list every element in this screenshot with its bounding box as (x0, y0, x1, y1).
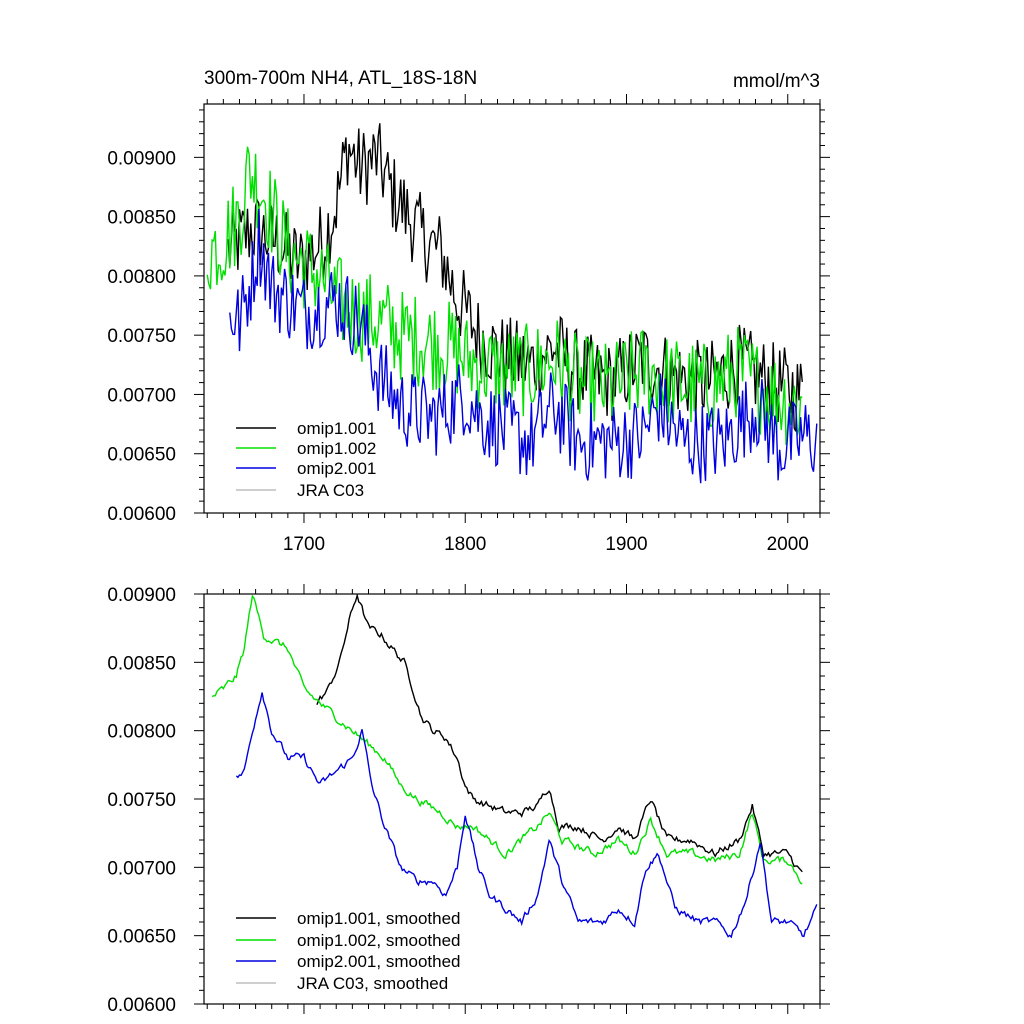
legend-label-jra-c03-smoothed: JRA C03, smoothed (297, 974, 448, 993)
legend-label-omip1-001-smoothed: omip1.001, smoothed (297, 909, 461, 928)
y-tick-label: 0.00650 (107, 927, 176, 948)
series-line-omip1_002 (211, 594, 803, 885)
legend-label-omip1-001: omip1.001 (297, 419, 376, 438)
legend-label-omip2-001: omip2.001 (297, 459, 376, 478)
top-plot-panel: 1700 1800 1900 2000 0.00600 0.00650 0.00700 0.0… (107, 94, 830, 555)
x-tick-label: 1700 (283, 534, 325, 555)
y-tick-label: 0.00800 (107, 722, 176, 743)
y-tick-label: 0.00600 (107, 995, 176, 1016)
y-tick-label: 0.00700 (107, 385, 176, 406)
series-line-omip1_002 (206, 146, 803, 446)
x-tick-label: 1800 (444, 534, 486, 555)
top-chart-units: mmol/m^3 (733, 71, 820, 92)
y-tick-label: 0.00700 (107, 858, 176, 879)
series-line-omip2_001 (235, 692, 818, 939)
series-line-omip1_001 (227, 123, 803, 432)
y-tick-label: 0.00650 (107, 445, 176, 466)
y-tick-label: 0.00900 (107, 585, 176, 606)
y-tick-label: 0.00850 (107, 653, 176, 674)
top-chart-title: 300m-700m NH4, ATL_18S-18N (204, 68, 477, 89)
y-tick-label: 0.00900 (107, 148, 176, 169)
legend-label-omip1-002-smoothed: omip1.002, smoothed (297, 931, 461, 950)
bottom-plot-panel: 0.00600 0.00650 0.00700 0.00750 0.00800 0.008… (107, 584, 830, 1016)
y-tick-label: 0.00600 (107, 504, 176, 525)
y-tick-label: 0.00850 (107, 208, 176, 229)
bottom-legend: omip1.001, smoothed omip1.002, smoothed … (236, 909, 461, 993)
top-legend: omip1.001 omip1.002 omip2.001 JRA C03 (236, 419, 376, 500)
series-line-omip1_001 (316, 594, 803, 873)
y-tick-label: 0.00750 (107, 790, 176, 811)
y-tick-label: 0.00750 (107, 326, 176, 347)
series-line-omip2_001 (229, 208, 818, 484)
legend-label-omip1-002: omip1.002 (297, 439, 376, 458)
x-tick-label: 2000 (767, 534, 809, 555)
legend-label-jra-c03: JRA C03 (297, 481, 364, 500)
plot-frame (203, 103, 821, 514)
y-tick-label: 0.00800 (107, 267, 176, 288)
legend-label-omip2-001-smoothed: omip2.001, smoothed (297, 952, 461, 971)
x-tick-label: 1900 (605, 534, 647, 555)
